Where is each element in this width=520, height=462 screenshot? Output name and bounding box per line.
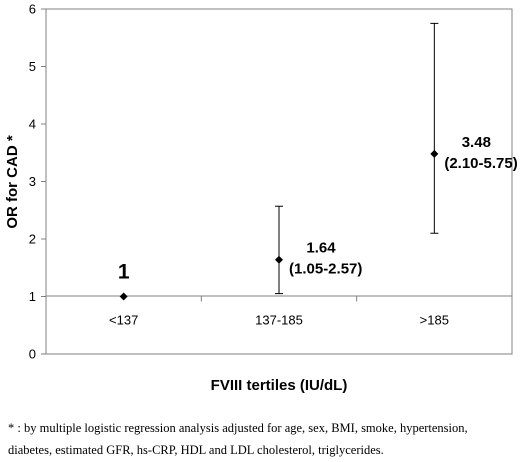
x-axis-ticks: <137 137-185 >185 (45, 296, 513, 328)
y-tick-label: 3 (29, 174, 36, 189)
footnote-line-2: diabetes, estimated GFR, hs-CRP, HDL and… (8, 443, 384, 457)
y-axis-title: OR for CAD * (4, 135, 21, 228)
x-axis-title: FVIII tertiles (IU/dL) (211, 377, 348, 394)
y-tick-label: 6 (29, 2, 36, 17)
x-tick-label: >185 (420, 313, 449, 328)
y-axis-ticks: 0 1 2 3 4 5 6 (29, 2, 46, 362)
data-label-ci: (2.10-5.75) (444, 155, 517, 172)
chart: 0 1 2 3 4 5 6 <137 137-185 >185 1 1.64 (1.05-2.57)… (4, 2, 518, 395)
y-tick-label: 0 (29, 347, 36, 362)
x-tick-label: 137-185 (255, 313, 303, 328)
data-annotations: 1 1.64 (1.05-2.57) 3.48 (2.10-5.75) (118, 134, 518, 284)
data-point (275, 255, 283, 264)
data-label-ci: (1.05-2.57) (289, 261, 362, 278)
data-point (430, 149, 439, 158)
data-point (119, 292, 128, 301)
y-tick-label: 1 (29, 289, 36, 304)
footnote: * : by multiple logistic regression anal… (8, 417, 516, 461)
y-tick-label: 4 (29, 117, 36, 132)
data-points (119, 149, 439, 301)
footnote-line-1: * : by multiple logistic regression anal… (8, 421, 468, 435)
data-label-value: 3.48 (462, 134, 491, 151)
y-tick-label: 5 (29, 59, 36, 74)
x-tick-label: <137 (109, 313, 138, 328)
plot-area (45, 8, 513, 355)
data-label-value: 1 (118, 261, 130, 284)
data-label-value: 1.64 (306, 240, 336, 257)
error-bars (275, 22, 439, 295)
y-tick-label: 2 (29, 232, 36, 247)
